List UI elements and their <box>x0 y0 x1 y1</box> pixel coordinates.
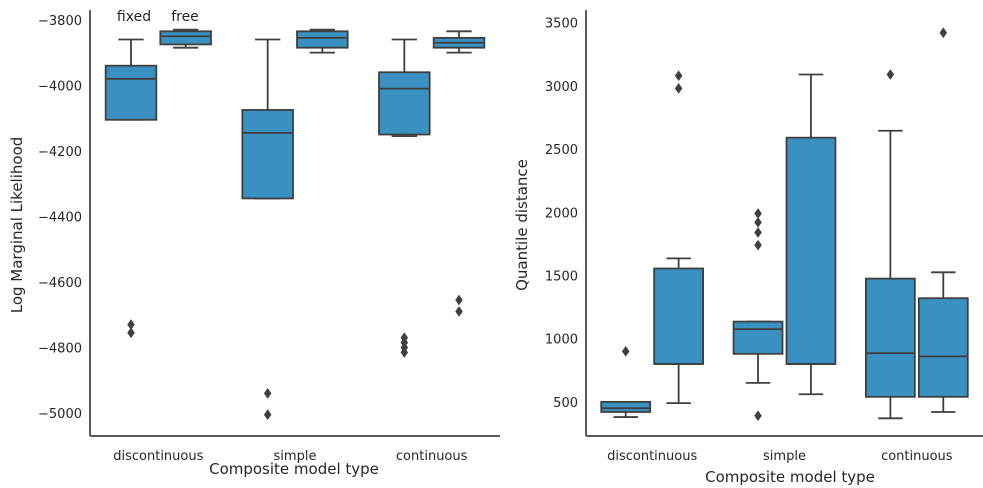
left-ytick-label: −4000 <box>38 79 82 94</box>
left-xtick-label: discontinuous <box>113 449 203 464</box>
quantile-distance-chart: Quantile distance Composite model type 5… <box>513 10 983 486</box>
hue-label-fixed: fixed <box>117 9 151 25</box>
box-simple-free <box>785 136 837 365</box>
box-discontinuous-fixed <box>600 400 652 413</box>
left-ytick-label: −3800 <box>38 14 82 29</box>
outlier-point <box>754 239 762 251</box>
box-simple-fixed <box>732 320 784 355</box>
right-ytick-label: 500 <box>553 396 578 411</box>
box-continuous-free <box>917 297 969 398</box>
outlier-point <box>674 82 683 94</box>
box-continuous-fixed <box>865 277 916 398</box>
box-simple-fixed <box>241 109 294 200</box>
right-ytick-label: 3000 <box>545 80 578 95</box>
left-ytick-label: −5000 <box>38 407 82 422</box>
outlier-point <box>455 306 463 317</box>
box-continuous-fixed <box>378 71 431 136</box>
right-ytick-label: 2000 <box>545 206 578 221</box>
right-ytick-label: 1500 <box>545 269 578 284</box>
outlier-point <box>674 70 683 82</box>
outlier-point <box>886 69 895 80</box>
outlier-point <box>754 227 762 238</box>
left-xlabel: Composite model type <box>209 460 379 478</box>
left-ytick-label: −4600 <box>38 276 82 291</box>
left-ytick-label: −4200 <box>38 145 82 160</box>
outlier-point <box>754 410 762 422</box>
left-xtick-label: simple <box>274 449 317 464</box>
right-xtick-label: continuous <box>881 449 953 464</box>
right-ylabel: Quantile distance <box>513 159 531 291</box>
outlier-point <box>400 347 409 358</box>
right-xlabel: Composite model type <box>705 468 875 486</box>
right-ytick-label: 3500 <box>545 17 578 32</box>
outlier-point <box>263 409 272 421</box>
outlier-point <box>939 27 948 39</box>
outlier-point <box>754 208 762 219</box>
box-discontinuous-fixed <box>104 64 158 121</box>
outlier-point <box>263 387 272 399</box>
left-ytick-label: −4800 <box>38 342 82 357</box>
outlier-point <box>621 345 630 357</box>
box-discontinuous-free <box>159 30 212 46</box>
right-ytick-label: 2500 <box>545 143 578 158</box>
box-discontinuous-free <box>653 267 705 365</box>
right-xtick-label: discontinuous <box>607 449 697 464</box>
outlier-point <box>127 327 135 339</box>
box-simple-free <box>296 30 349 49</box>
left-ylabel: Log Marginal Likelihood <box>8 137 26 314</box>
left-xtick-label: continuous <box>396 449 468 464</box>
left-ytick-label: −4400 <box>38 210 82 225</box>
log-marginal-likelihood-chart: Log Marginal Likelihood Composite model … <box>8 9 500 478</box>
right-xtick-label: simple <box>763 449 806 464</box>
right-ytick-label: 1000 <box>545 333 578 348</box>
outlier-point <box>455 294 463 306</box>
outlier-point <box>754 216 762 228</box>
hue-label-free: free <box>171 9 199 25</box>
